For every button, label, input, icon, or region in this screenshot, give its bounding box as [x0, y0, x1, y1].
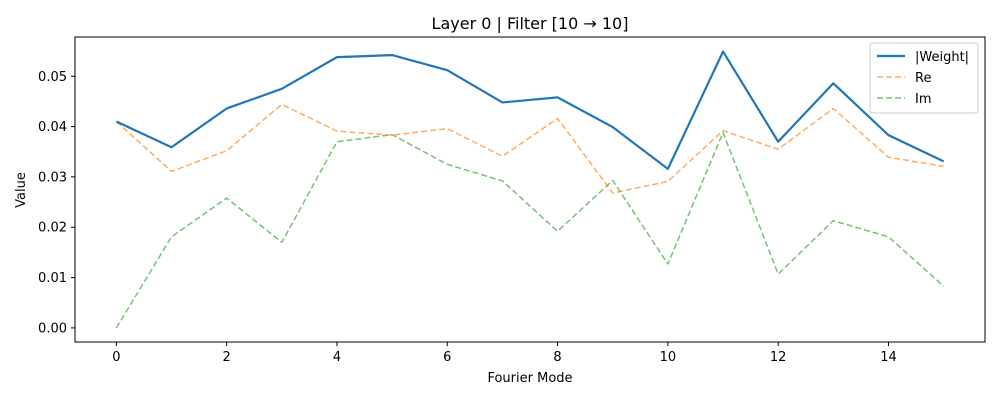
- series-line-re: [115, 103, 944, 194]
- series-line-im: [115, 131, 945, 329]
- x-tick-label: 4: [333, 350, 341, 365]
- chart-title: Layer 0 | Filter [10 → 10]: [432, 14, 629, 33]
- y-tick-label: 0.02: [38, 221, 67, 236]
- legend-label: Im: [915, 92, 932, 107]
- series-line-weight: [115, 50, 945, 170]
- y-tick-label: 0.03: [38, 170, 67, 185]
- x-axis-title: Fourier Mode: [487, 371, 572, 386]
- x-tick-label: 2: [223, 350, 231, 365]
- x-axis: 0 2 4 6 8 10 12 14: [112, 342, 897, 365]
- y-axis-title: Value: [14, 172, 29, 208]
- legend-box: [869, 42, 979, 114]
- x-tick-label: 10: [660, 350, 677, 365]
- x-tick-label: 6: [443, 350, 451, 365]
- x-tick-label: 8: [553, 350, 561, 365]
- y-tick-label: 0.01: [38, 271, 67, 286]
- plot-frame: [74, 36, 986, 343]
- y-tick-label: 0.00: [38, 321, 67, 336]
- y-tick-label: 0.04: [38, 120, 67, 135]
- x-tick-label: 14: [880, 350, 897, 365]
- series-layer: [115, 50, 945, 329]
- legend-label: |Weight|: [915, 50, 969, 65]
- legend: |Weight| Re Im: [869, 42, 979, 114]
- legend-label: Re: [915, 71, 931, 86]
- x-tick-label: 0: [112, 350, 120, 365]
- y-axis: 0.00 0.01 0.02 0.03 0.04 0.05: [38, 70, 75, 336]
- y-tick-label: 0.05: [38, 70, 67, 85]
- x-tick-label: 12: [770, 350, 787, 365]
